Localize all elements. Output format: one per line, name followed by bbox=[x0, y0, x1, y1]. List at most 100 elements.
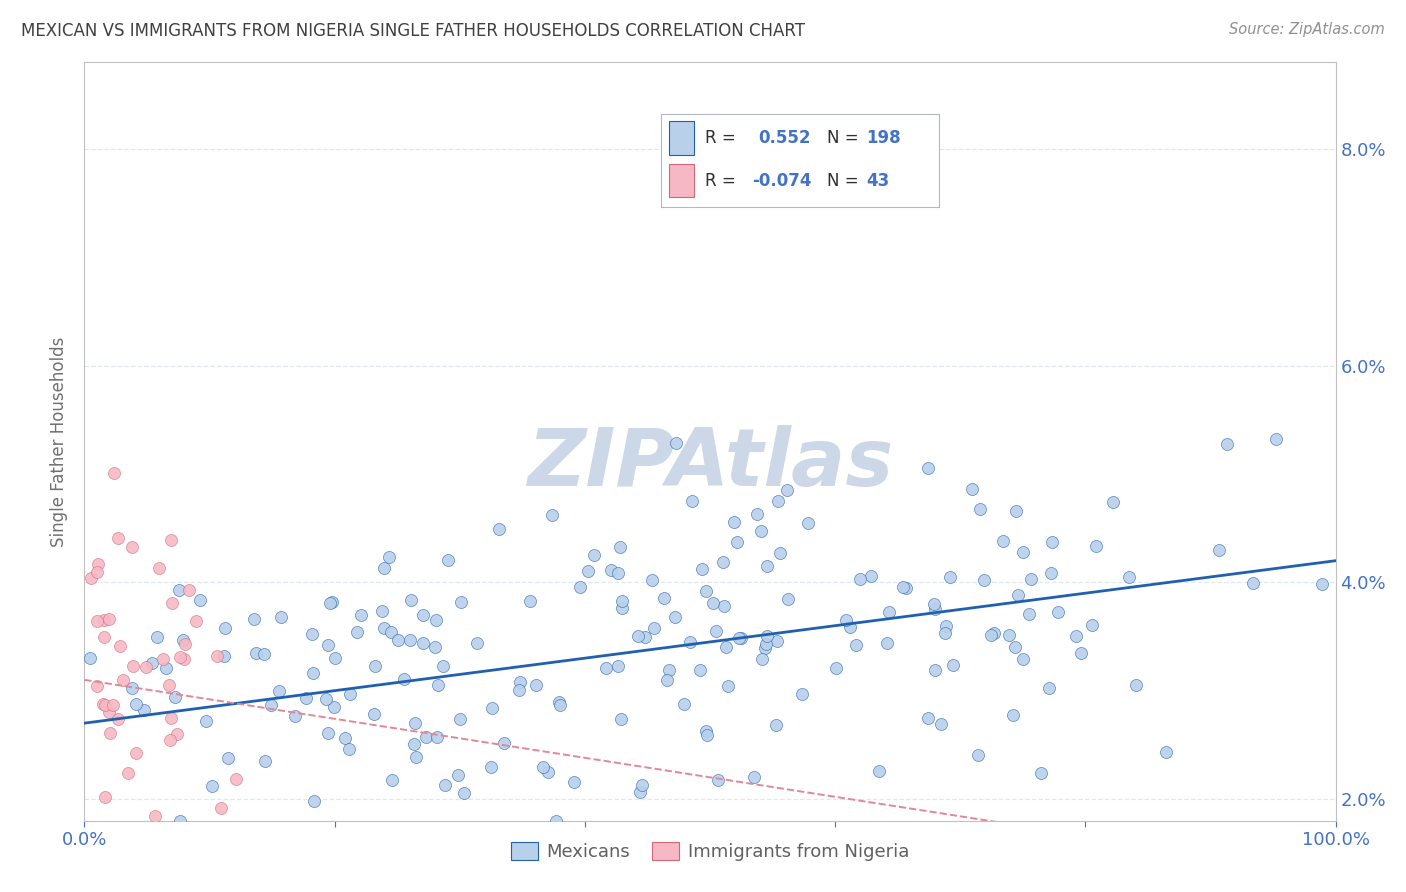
Point bbox=[755, 558, 778, 573]
Point bbox=[402, 737, 425, 751]
Point bbox=[792, 687, 814, 701]
Point bbox=[152, 652, 174, 666]
Point bbox=[755, 637, 778, 651]
Point bbox=[415, 731, 437, 745]
Point bbox=[658, 663, 681, 677]
Point bbox=[433, 778, 456, 792]
Point bbox=[756, 629, 779, 643]
Point bbox=[321, 595, 343, 609]
Point bbox=[1001, 708, 1024, 723]
Point bbox=[426, 677, 449, 691]
Point bbox=[607, 658, 630, 673]
Point bbox=[97, 846, 120, 860]
Point bbox=[426, 730, 449, 744]
Point bbox=[769, 546, 792, 560]
Point bbox=[373, 621, 395, 635]
Point bbox=[155, 660, 177, 674]
Y-axis label: Single Father Households: Single Father Households bbox=[51, 336, 69, 547]
Point bbox=[664, 610, 686, 624]
Point bbox=[162, 596, 184, 610]
Point bbox=[1080, 618, 1102, 632]
Point bbox=[713, 599, 735, 613]
Point bbox=[412, 608, 434, 623]
Point bbox=[380, 624, 402, 639]
Point bbox=[346, 625, 368, 640]
Text: 43: 43 bbox=[866, 171, 890, 190]
Point bbox=[450, 595, 472, 609]
Point bbox=[1029, 765, 1052, 780]
Point bbox=[519, 594, 541, 608]
Point bbox=[322, 699, 344, 714]
Point bbox=[301, 627, 323, 641]
Point bbox=[212, 649, 235, 664]
Point bbox=[174, 637, 197, 651]
Point bbox=[381, 773, 404, 788]
Point bbox=[1264, 432, 1286, 446]
Point bbox=[1040, 566, 1063, 581]
Text: R =: R = bbox=[704, 129, 735, 147]
Point bbox=[844, 638, 866, 652]
Point bbox=[103, 466, 125, 480]
Point bbox=[284, 708, 307, 723]
Point bbox=[509, 675, 531, 690]
Point bbox=[363, 658, 385, 673]
Point bbox=[86, 679, 108, 693]
Text: N =: N = bbox=[827, 171, 859, 190]
Point bbox=[582, 548, 605, 562]
Point bbox=[121, 540, 143, 554]
Text: R =: R = bbox=[704, 171, 735, 190]
Point bbox=[412, 636, 434, 650]
Point bbox=[270, 610, 292, 624]
Point bbox=[524, 678, 547, 692]
Point bbox=[776, 483, 799, 497]
Point bbox=[166, 727, 188, 741]
Point bbox=[1154, 745, 1177, 759]
Point bbox=[446, 768, 468, 782]
Point bbox=[319, 596, 342, 610]
Point bbox=[695, 583, 717, 598]
Point bbox=[184, 614, 207, 628]
Point bbox=[643, 621, 665, 635]
Point bbox=[711, 555, 734, 569]
Point bbox=[432, 659, 454, 673]
Point bbox=[1064, 629, 1087, 643]
Point bbox=[728, 631, 751, 645]
Point bbox=[387, 632, 409, 647]
Point bbox=[1038, 681, 1060, 695]
Point bbox=[392, 672, 415, 686]
Text: N =: N = bbox=[827, 129, 859, 147]
Point bbox=[350, 608, 373, 623]
Point bbox=[1125, 677, 1147, 691]
Point bbox=[681, 494, 703, 508]
Point bbox=[751, 652, 773, 666]
Point bbox=[1018, 607, 1040, 622]
Point bbox=[143, 808, 166, 822]
Point bbox=[1007, 588, 1029, 602]
Point bbox=[335, 731, 357, 746]
Point bbox=[1118, 570, 1140, 584]
Point bbox=[966, 748, 988, 763]
Point bbox=[891, 581, 914, 595]
Point bbox=[641, 573, 664, 587]
Point bbox=[425, 614, 447, 628]
Point bbox=[245, 646, 267, 660]
Point bbox=[609, 540, 631, 554]
Point bbox=[983, 625, 1005, 640]
Point bbox=[868, 764, 890, 778]
Point bbox=[1019, 573, 1042, 587]
Point bbox=[107, 532, 129, 546]
Point bbox=[117, 765, 139, 780]
Point bbox=[548, 695, 571, 709]
Point bbox=[998, 628, 1021, 642]
Point bbox=[315, 692, 337, 706]
Point bbox=[254, 754, 277, 768]
Point bbox=[98, 726, 121, 740]
Point bbox=[93, 613, 115, 627]
Point bbox=[922, 597, 945, 611]
Point bbox=[146, 630, 169, 644]
Point bbox=[537, 764, 560, 779]
Point bbox=[404, 715, 426, 730]
Point bbox=[765, 634, 787, 648]
Point bbox=[398, 633, 420, 648]
Point bbox=[179, 582, 201, 597]
